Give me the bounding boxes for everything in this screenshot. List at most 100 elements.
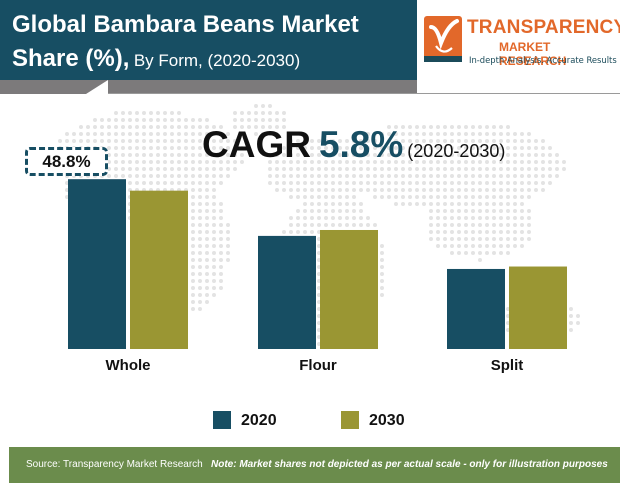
map-dot xyxy=(352,223,356,227)
map-dot xyxy=(436,146,440,150)
map-dot xyxy=(58,139,62,143)
map-dot xyxy=(513,174,517,178)
map-dot xyxy=(492,216,496,220)
map-dot xyxy=(338,167,342,171)
map-dot xyxy=(541,181,545,185)
map-dot xyxy=(296,153,300,157)
map-dot xyxy=(380,293,384,297)
map-dot xyxy=(163,153,167,157)
map-dot xyxy=(149,160,153,164)
map-dot xyxy=(303,223,307,227)
map-dot xyxy=(345,188,349,192)
map-dot xyxy=(415,132,419,136)
map-dot xyxy=(464,216,468,220)
map-dot xyxy=(478,216,482,220)
map-dot xyxy=(457,160,461,164)
map-dot xyxy=(401,188,405,192)
map-dot xyxy=(443,146,447,150)
map-dot xyxy=(142,132,146,136)
map-dot xyxy=(436,181,440,185)
map-dot xyxy=(387,125,391,129)
map-dot xyxy=(205,174,209,178)
map-dot xyxy=(366,167,370,171)
logo-line1: TRANSPARENCY xyxy=(467,17,620,38)
map-dot xyxy=(520,188,524,192)
map-dot xyxy=(191,153,195,157)
map-dot xyxy=(324,188,328,192)
map-dot xyxy=(457,153,461,157)
map-dot xyxy=(457,223,461,227)
map-dot xyxy=(478,258,482,262)
map-dot xyxy=(450,146,454,150)
map-dot xyxy=(205,244,209,248)
map-dot xyxy=(541,167,545,171)
map-dot xyxy=(212,167,216,171)
map-dot xyxy=(191,251,195,255)
map-dot xyxy=(268,181,272,185)
map-dot xyxy=(443,209,447,213)
map-dot xyxy=(345,160,349,164)
map-dot xyxy=(205,139,209,143)
map-dot xyxy=(205,146,209,150)
map-dot xyxy=(128,146,132,150)
map-dot xyxy=(408,195,412,199)
map-dot xyxy=(128,125,132,129)
map-dot xyxy=(163,111,167,115)
map-dot xyxy=(219,279,223,283)
map-dot xyxy=(247,118,251,122)
map-dot xyxy=(135,139,139,143)
map-dot xyxy=(282,153,286,157)
map-dot xyxy=(198,293,202,297)
map-dot xyxy=(359,181,363,185)
map-dot xyxy=(226,251,230,255)
map-dot xyxy=(191,300,195,304)
map-dot xyxy=(443,216,447,220)
map-dot xyxy=(205,216,209,220)
map-dot xyxy=(289,174,293,178)
map-dot xyxy=(303,188,307,192)
map-dot xyxy=(233,139,237,143)
map-dot xyxy=(499,202,503,206)
map-dot xyxy=(471,132,475,136)
map-dot xyxy=(226,132,230,136)
map-dot xyxy=(436,125,440,129)
map-dot xyxy=(212,286,216,290)
map-dot xyxy=(373,153,377,157)
map-dot xyxy=(352,160,356,164)
map-dot xyxy=(324,216,328,220)
map-dot xyxy=(219,251,223,255)
map-dot xyxy=(429,146,433,150)
map-dot xyxy=(338,223,342,227)
map-dot xyxy=(513,195,517,199)
map-dot xyxy=(128,153,132,157)
map-dot xyxy=(198,237,202,241)
map-dot xyxy=(114,125,118,129)
map-dot xyxy=(212,237,216,241)
map-dot xyxy=(296,195,300,199)
map-dot xyxy=(219,258,223,262)
map-dot xyxy=(121,125,125,129)
map-dot xyxy=(107,160,111,164)
map-dot xyxy=(527,167,531,171)
map-dot xyxy=(338,146,342,150)
map-dot xyxy=(415,188,419,192)
map-dot xyxy=(450,251,454,255)
map-dot xyxy=(401,195,405,199)
map-dot xyxy=(338,153,342,157)
map-dot xyxy=(499,230,503,234)
map-dot xyxy=(149,181,153,185)
map-dot xyxy=(163,181,167,185)
map-dot xyxy=(359,153,363,157)
map-dot xyxy=(114,139,118,143)
map-dot xyxy=(205,272,209,276)
cagr-period: (2020-2030) xyxy=(407,141,506,161)
map-dot xyxy=(576,314,580,318)
map-dot xyxy=(128,160,132,164)
map-dot xyxy=(506,160,510,164)
map-dot xyxy=(443,125,447,129)
map-dot xyxy=(548,167,552,171)
map-dot xyxy=(506,153,510,157)
map-dot xyxy=(121,132,125,136)
map-dot xyxy=(373,146,377,150)
map-dot xyxy=(296,167,300,171)
